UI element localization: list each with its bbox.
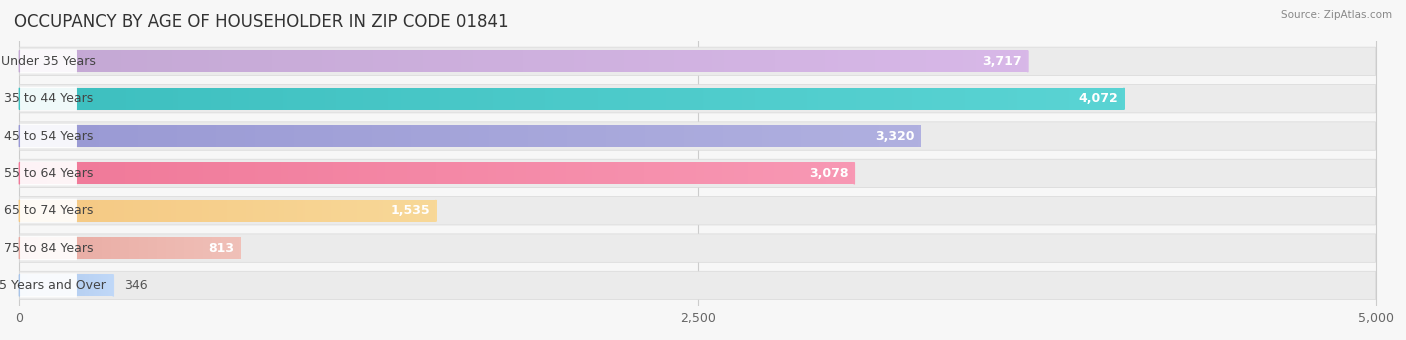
FancyBboxPatch shape bbox=[20, 124, 77, 148]
FancyBboxPatch shape bbox=[20, 236, 77, 260]
FancyBboxPatch shape bbox=[20, 85, 1375, 113]
FancyBboxPatch shape bbox=[20, 234, 1375, 262]
FancyBboxPatch shape bbox=[20, 199, 77, 223]
Text: 85 Years and Over: 85 Years and Over bbox=[0, 279, 105, 292]
FancyBboxPatch shape bbox=[20, 162, 77, 185]
FancyBboxPatch shape bbox=[20, 49, 77, 73]
Text: 65 to 74 Years: 65 to 74 Years bbox=[4, 204, 93, 217]
Text: 1,535: 1,535 bbox=[391, 204, 430, 217]
FancyBboxPatch shape bbox=[20, 87, 77, 111]
Text: Under 35 Years: Under 35 Years bbox=[1, 55, 96, 68]
Text: 55 to 64 Years: 55 to 64 Years bbox=[4, 167, 93, 180]
FancyBboxPatch shape bbox=[20, 159, 1375, 188]
Text: 35 to 44 Years: 35 to 44 Years bbox=[4, 92, 93, 105]
Text: 813: 813 bbox=[208, 242, 235, 255]
Text: 3,078: 3,078 bbox=[810, 167, 849, 180]
FancyBboxPatch shape bbox=[20, 273, 77, 298]
Text: OCCUPANCY BY AGE OF HOUSEHOLDER IN ZIP CODE 01841: OCCUPANCY BY AGE OF HOUSEHOLDER IN ZIP C… bbox=[14, 13, 509, 31]
Text: 75 to 84 Years: 75 to 84 Years bbox=[4, 242, 93, 255]
Text: 4,072: 4,072 bbox=[1078, 92, 1119, 105]
Text: 3,320: 3,320 bbox=[875, 130, 914, 142]
FancyBboxPatch shape bbox=[20, 122, 1375, 150]
FancyBboxPatch shape bbox=[20, 271, 1375, 300]
FancyBboxPatch shape bbox=[20, 47, 1375, 75]
Text: 346: 346 bbox=[124, 279, 148, 292]
FancyBboxPatch shape bbox=[20, 197, 1375, 225]
Text: 45 to 54 Years: 45 to 54 Years bbox=[4, 130, 93, 142]
Text: 3,717: 3,717 bbox=[983, 55, 1022, 68]
Text: Source: ZipAtlas.com: Source: ZipAtlas.com bbox=[1281, 10, 1392, 20]
